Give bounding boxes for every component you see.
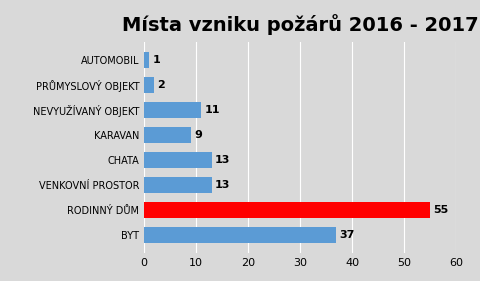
Text: 9: 9 — [194, 130, 202, 140]
Text: 1: 1 — [152, 55, 160, 65]
Bar — [144, 152, 212, 168]
Bar — [144, 127, 191, 143]
Bar — [144, 52, 149, 68]
Bar — [144, 227, 336, 243]
Text: 11: 11 — [204, 105, 220, 115]
Bar — [144, 77, 155, 93]
Bar — [144, 177, 212, 193]
Text: 37: 37 — [339, 230, 355, 240]
Text: 55: 55 — [433, 205, 448, 215]
Title: Místa vzniku požárů 2016 - 2017: Místa vzniku požárů 2016 - 2017 — [122, 14, 478, 35]
Bar — [144, 202, 430, 218]
Text: 2: 2 — [157, 80, 165, 90]
Text: 13: 13 — [215, 180, 230, 190]
Bar — [144, 102, 201, 118]
Text: 13: 13 — [215, 155, 230, 165]
